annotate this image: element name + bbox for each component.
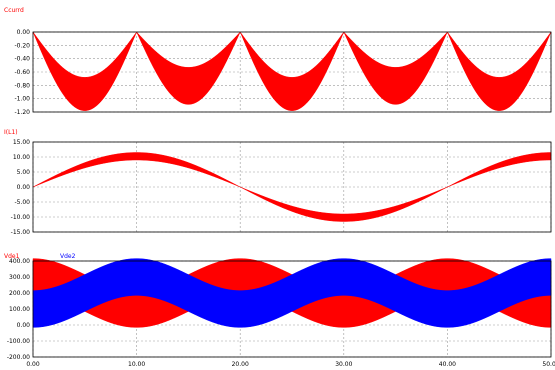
ytick-label: -1.00	[14, 96, 30, 103]
ytick-label: 100.00	[9, 306, 30, 313]
xtick-label: 50.00	[542, 361, 555, 368]
ytick-label: 0.00	[17, 29, 31, 36]
ytick-label: 300.00	[9, 274, 30, 281]
xtick-label: 30.00	[335, 361, 352, 368]
plot-ccurrd-title: Ccurrd	[4, 7, 24, 14]
xtick-label: 10.00	[128, 361, 145, 368]
plot-il1: I(L1) 15.00 10.00 5.00 0.00 -5.00 -10.00 -15.0…	[4, 129, 552, 236]
plot-frame	[32, 260, 552, 358]
ytick-label: -5.00	[14, 199, 30, 206]
ytick-label: 10.00	[13, 154, 30, 161]
ytick-label: 200.00	[9, 290, 30, 297]
plot-il1-title: I(L1)	[4, 129, 18, 136]
ytick-label: 5.00	[17, 169, 31, 176]
xtick-label: 40.00	[439, 361, 456, 368]
plot-vde: Vde1 Vde2 400.00 300.00 200.00 100.00 0.00 -1…	[4, 253, 555, 368]
ytick-label: -0.20	[14, 42, 30, 49]
ytick-label: 0.00	[17, 322, 31, 329]
plot-frame	[32, 141, 552, 233]
ytick-label: -200.00	[7, 354, 30, 361]
ytick-label: -0.40	[14, 56, 30, 63]
ytick-label: 15.00	[13, 139, 30, 146]
ytick-label: -100.00	[7, 338, 30, 345]
ytick-label: -10.00	[11, 214, 31, 221]
xtick-label: 20.00	[232, 361, 249, 368]
xtick-label: 0.00	[26, 361, 40, 368]
ytick-label: -0.60	[14, 69, 30, 76]
ytick-label: 0.00	[17, 184, 31, 191]
plot-vde1-title: Vde1	[4, 253, 20, 260]
ytick-label: -1.20	[14, 109, 30, 116]
plot-vde2-title: Vde2	[60, 253, 76, 260]
ytick-label: -15.00	[11, 229, 31, 236]
ytick-label: 400.00	[9, 258, 30, 265]
ytick-label: -0.80	[14, 82, 30, 89]
plot-frame	[32, 31, 552, 113]
plot-ccurrd: Ccurrd 0.00 -0.20 -0.40 -0.60 -0.80 -1.00 -1.2…	[4, 7, 552, 116]
